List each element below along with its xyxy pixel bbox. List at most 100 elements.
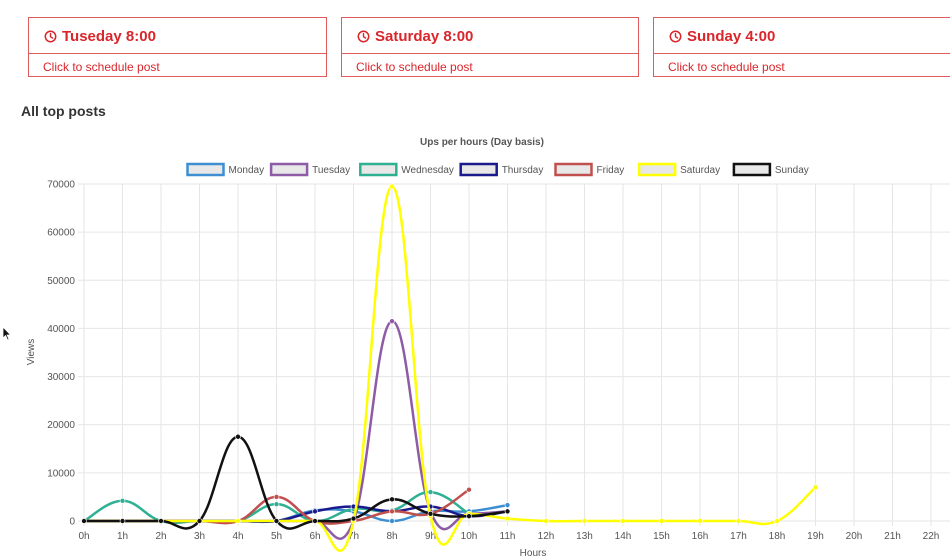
card-divider	[342, 53, 638, 54]
data-point-saturday[interactable]	[581, 518, 588, 524]
legend-swatch-monday	[186, 162, 225, 177]
x-tick-label: 5h	[271, 531, 282, 542]
schedule-post-link[interactable]: Click to schedule post	[356, 60, 473, 74]
data-point-sunday[interactable]	[504, 508, 511, 515]
card-divider	[654, 53, 950, 54]
data-point-sunday[interactable]	[81, 518, 87, 524]
card-title: Tuseday 8:00	[62, 28, 156, 45]
chart-grid: 0 10000 20000 30000 40000 50000 60000 70000 0h 1h…	[47, 180, 950, 542]
legend-item-saturday[interactable]: Saturday	[637, 162, 720, 177]
x-tick-label: 11h	[500, 531, 516, 542]
data-point-saturday[interactable]	[735, 518, 742, 524]
legend-swatch-wednesday	[359, 162, 398, 177]
x-tick-label: 18h	[769, 531, 786, 542]
data-point-saturday[interactable]	[235, 518, 241, 524]
x-tick-label: 1h	[117, 531, 128, 542]
mouse-cursor-icon	[2, 326, 12, 341]
section-title: All top posts	[21, 103, 106, 119]
x-tick-label: 16h	[692, 531, 709, 542]
x-tick-label: 10h	[461, 531, 478, 542]
schedule-post-link[interactable]: Click to schedule post	[43, 60, 160, 74]
data-point-sunday[interactable]	[119, 518, 126, 524]
legend-label: Wednesday	[401, 165, 454, 176]
data-point-wednesday[interactable]	[427, 489, 434, 495]
clock-icon	[44, 30, 57, 43]
legend-swatch-sunday	[732, 162, 772, 177]
legend-swatch-saturday	[637, 162, 677, 177]
chart-legend[interactable]: Monday Tuesday Wednesday Thursday Friday Satu…	[186, 162, 809, 177]
x-tick-label: 3h	[194, 531, 205, 542]
card-divider	[29, 53, 326, 54]
x-tick-label: 20h	[846, 531, 863, 542]
data-point-saturday[interactable]	[658, 518, 665, 524]
data-point-sunday[interactable]	[235, 433, 241, 440]
x-tick-label: 6h	[309, 531, 320, 542]
schedule-post-link[interactable]: Click to schedule post	[668, 60, 785, 74]
x-tick-label: 7h	[348, 531, 359, 542]
card-title: Saturday 8:00	[375, 28, 474, 45]
y-tick-label: 20000	[47, 420, 75, 431]
legend-swatch-friday	[554, 162, 593, 177]
schedule-card-tuesday[interactable]: Tuseday 8:00 Click to schedule post	[28, 17, 327, 77]
chart-lines	[81, 183, 819, 552]
data-point-saturday[interactable]	[697, 518, 703, 524]
data-point-friday[interactable]	[273, 494, 280, 500]
data-point-sunday[interactable]	[273, 518, 280, 524]
legend-item-wednesday[interactable]: Wednesday	[359, 162, 454, 177]
y-tick-label: 70000	[47, 180, 75, 191]
data-point-sunday[interactable]	[350, 515, 357, 522]
y-axis-label: Views	[26, 339, 37, 366]
x-tick-label: 12h	[538, 531, 555, 542]
data-point-sunday[interactable]	[389, 496, 395, 503]
legend-item-tuesday[interactable]: Tuesday	[269, 162, 350, 177]
legend-item-thursday[interactable]: Thursday	[459, 162, 544, 177]
data-point-saturday[interactable]	[812, 484, 819, 491]
legend-item-sunday[interactable]: Sunday	[732, 162, 809, 177]
y-tick-label: 60000	[47, 228, 75, 239]
x-tick-label: 19h	[807, 531, 824, 542]
data-point-sunday[interactable]	[158, 518, 164, 524]
data-point-saturday[interactable]	[504, 515, 511, 522]
x-tick-label: 0h	[78, 531, 89, 542]
data-point-tuesday[interactable]	[389, 318, 395, 325]
x-tick-label: 22h	[923, 531, 940, 542]
schedule-cards: Tuseday 8:00 Click to schedule post Satu…	[0, 0, 950, 92]
legend-label: Tuesday	[312, 165, 350, 176]
data-point-friday[interactable]	[466, 486, 472, 493]
data-point-wednesday[interactable]	[273, 501, 280, 507]
data-point-monday[interactable]	[504, 502, 511, 508]
data-point-friday[interactable]	[389, 508, 395, 515]
legend-item-monday[interactable]: Monday	[186, 162, 265, 177]
clock-icon	[669, 30, 682, 43]
x-tick-label: 9h	[425, 531, 436, 542]
y-tick-label: 40000	[47, 324, 75, 335]
legend-label: Monday	[229, 165, 265, 176]
data-point-saturday[interactable]	[389, 183, 395, 190]
legend-item-friday[interactable]: Friday	[554, 162, 625, 177]
legend-swatch-tuesday	[269, 162, 309, 177]
data-point-sunday[interactable]	[466, 513, 472, 519]
data-point-sunday[interactable]	[312, 518, 318, 524]
data-point-thursday[interactable]	[312, 508, 318, 515]
data-point-saturday[interactable]	[774, 518, 780, 524]
schedule-card-saturday[interactable]: Saturday 8:00 Click to schedule post	[341, 17, 639, 77]
x-tick-label: 21h	[884, 531, 901, 542]
schedule-card-sunday[interactable]: Sunday 4:00 Click to schedule post	[653, 17, 950, 77]
x-tick-label: 2h	[155, 531, 166, 542]
legend-label: Friday	[597, 165, 625, 176]
data-point-saturday[interactable]	[620, 518, 626, 524]
y-tick-label: 50000	[47, 276, 75, 287]
data-point-monday[interactable]	[389, 518, 395, 524]
y-tick-label: 10000	[47, 468, 75, 479]
y-tick-label: 0	[69, 517, 75, 528]
x-axis-label: Hours	[520, 548, 547, 559]
legend-label: Thursday	[502, 165, 544, 176]
legend-label: Sunday	[775, 165, 809, 176]
legend-label: Saturday	[680, 165, 720, 176]
x-tick-label: 13h	[576, 531, 593, 542]
data-point-sunday[interactable]	[196, 518, 203, 524]
data-point-saturday[interactable]	[543, 518, 549, 524]
data-point-sunday[interactable]	[427, 510, 434, 517]
data-point-wednesday[interactable]	[119, 497, 126, 504]
